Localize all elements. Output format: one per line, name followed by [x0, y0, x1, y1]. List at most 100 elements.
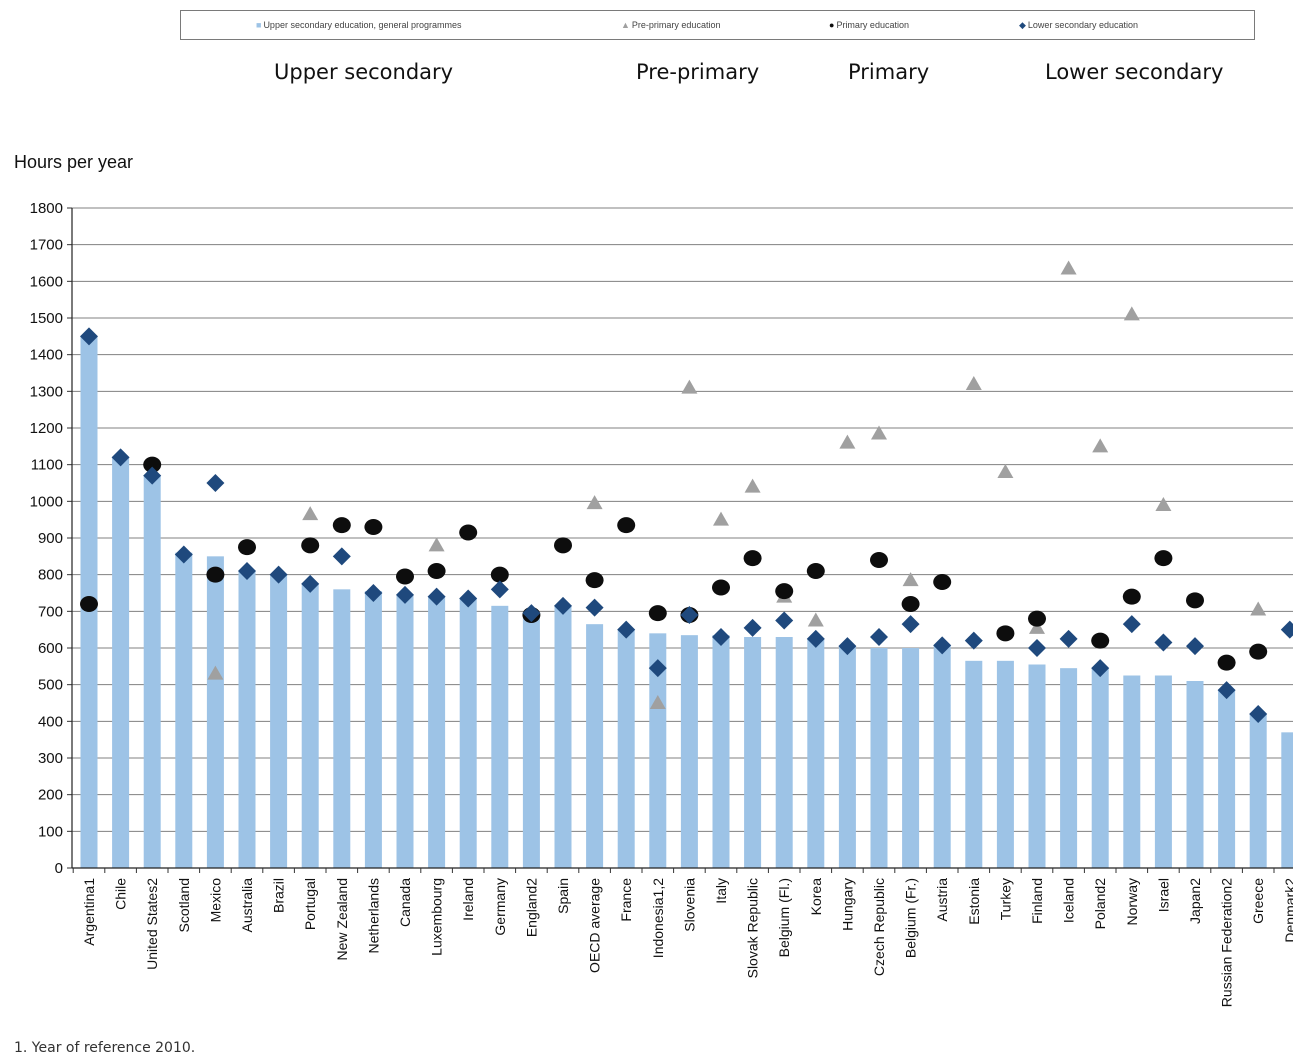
lower-secondary-marker [301, 574, 320, 593]
bar [1028, 664, 1046, 868]
lower-secondary-marker [174, 545, 193, 564]
y-tick-label: 500 [38, 677, 63, 694]
pre-primary-marker [302, 506, 319, 521]
bar [1249, 714, 1267, 868]
y-tick-label: 900 [38, 530, 63, 547]
x-tick-label: Estonia [966, 878, 982, 925]
primary-marker [301, 537, 320, 554]
y-tick-label: 600 [38, 640, 63, 657]
bar [491, 605, 509, 868]
x-tick-label: Mexico [207, 878, 223, 923]
lower-secondary-marker [585, 598, 604, 617]
bar [301, 583, 319, 868]
x-tick-label: Korea [808, 878, 824, 916]
footnote: 1. Year of reference 2010. [14, 1040, 196, 1056]
lower-secondary-marker [870, 628, 888, 646]
label-upper-secondary: Upper secondary [274, 60, 454, 84]
x-tick-label: Slovak Republic [745, 878, 761, 978]
y-tick-label: 800 [38, 567, 63, 584]
primary-marker [332, 517, 351, 534]
bar [933, 645, 951, 868]
pre-primary-marker [428, 537, 445, 552]
y-tick-label: 1100 [31, 457, 63, 474]
primary-marker [996, 625, 1015, 642]
x-tick-label: Finland [1029, 878, 1045, 924]
x-tick-label: Iceland [1061, 878, 1077, 923]
lower-secondary-marker [364, 584, 383, 602]
y-tick-label: 1500 [30, 310, 63, 327]
x-tick-label: New Zealand [334, 878, 350, 961]
pre-primary-marker [1060, 260, 1077, 275]
bar [1123, 675, 1141, 868]
x-tick-label: Austria [934, 878, 950, 922]
legend-upper-secondary: ■ Upper secondary education, general prog… [256, 20, 462, 30]
primary-marker [1028, 610, 1046, 627]
lower-secondary-marker [522, 604, 541, 623]
bar [902, 648, 920, 868]
primary-marker [1186, 592, 1204, 609]
primary-marker [206, 566, 225, 583]
primary-marker [364, 519, 383, 535]
primary-marker [396, 568, 414, 585]
y-tick-label: 1800 [30, 200, 63, 217]
pre-primary-marker [207, 665, 224, 680]
lower-secondary-marker [490, 580, 509, 599]
primary-marker [712, 579, 730, 596]
bar [996, 660, 1014, 868]
primary-marker [427, 563, 446, 579]
pre-primary-marker [997, 464, 1014, 478]
lower-secondary-marker [712, 628, 730, 646]
lower-secondary-marker [806, 629, 825, 648]
x-tick-label: OECD average [587, 878, 603, 973]
lower-secondary-marker [459, 589, 478, 608]
y-tick-label: 100 [38, 823, 63, 840]
bar [744, 637, 762, 868]
y-tick-label: 400 [38, 713, 63, 730]
x-tick-label: Greece [1250, 878, 1266, 924]
primary-marker [870, 552, 888, 568]
bar [522, 613, 540, 868]
primary-marker [933, 574, 952, 590]
lower-secondary-marker [933, 636, 952, 655]
label-primary: Primary [848, 60, 930, 84]
x-tick-label: Spain [555, 878, 571, 914]
lower-secondary-marker [1186, 637, 1204, 656]
bar [712, 635, 730, 868]
y-tick-label: 1200 [30, 420, 63, 437]
x-tick-label: Norway [1124, 878, 1140, 925]
bar [775, 637, 793, 868]
x-tick-label: Luxembourg [429, 878, 445, 956]
bar [680, 635, 698, 868]
x-tick-label: Belgium (Fl.) [776, 878, 792, 957]
lower-secondary-marker [111, 448, 130, 467]
primary-marker [648, 605, 667, 622]
bar [1186, 681, 1204, 868]
legend-lower-secondary: ◆ Lower secondary education [1019, 20, 1138, 30]
y-tick-label: 300 [38, 750, 63, 767]
lower-secondary-marker [1249, 705, 1268, 723]
lower-secondary-marker [554, 596, 572, 615]
bar [554, 605, 572, 868]
bar [238, 571, 256, 868]
lower-secondary-marker [775, 611, 794, 630]
pre-primary-marker [586, 495, 603, 510]
primary-marker [1249, 643, 1268, 660]
primary-marker [585, 572, 604, 589]
lower-secondary-marker [427, 587, 446, 606]
bar [838, 646, 856, 868]
bar [1060, 668, 1078, 868]
primary-marker [554, 537, 572, 554]
primary-marker [1122, 588, 1141, 605]
primary-marker [617, 517, 636, 534]
x-tick-label: Poland2 [1092, 878, 1108, 930]
label-lower-secondary: Lower secondary [1045, 60, 1224, 84]
bar [175, 552, 193, 868]
lower-secondary-marker [206, 474, 225, 492]
x-tick-label: Israel [1155, 878, 1171, 912]
x-tick-label: Canada [397, 878, 413, 927]
legend-pre-primary: ▲ Pre-primary education [621, 20, 721, 30]
pre-primary-marker [681, 379, 698, 394]
primary-marker [459, 524, 478, 541]
pre-primary-marker [965, 376, 982, 390]
lower-secondary-marker [269, 565, 288, 584]
